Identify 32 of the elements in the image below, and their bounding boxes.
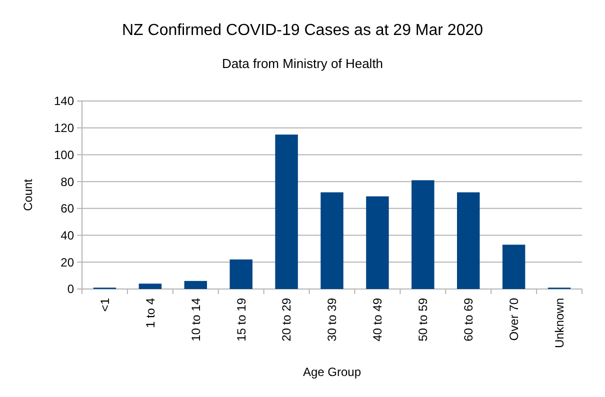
y-tick-label: 40 [60,228,74,242]
chart-title: NZ Confirmed COVID-19 Cases as at 29 Mar 2020 [122,22,484,39]
bar [184,280,207,289]
bar [457,192,480,289]
y-tick-label: 120 [54,121,74,136]
y-tick-label: 0 [67,282,74,296]
x-axis-title: Age Group [302,365,362,379]
x-tick-label: <1 [98,298,112,312]
x-tick-label: 60 to 69 [462,298,476,342]
bar [366,196,389,289]
x-tick-label: 50 to 59 [416,298,430,342]
bar [275,134,298,289]
x-tick-label: Unknown [552,298,566,348]
bar [138,284,162,289]
bar [412,180,434,289]
y-tick-label: 20 [60,255,74,270]
x-tick-label: 1 to 4 [143,298,158,328]
y-tick-label: 60 [60,202,74,216]
x-tick-label: 20 to 29 [280,298,294,342]
y-tick-label: 140 [54,94,74,108]
x-tick-label: Over 70 [507,298,522,341]
bar [230,259,252,289]
x-tick-label: 15 to 19 [234,298,248,342]
bar [320,192,344,289]
y-tick-label: 80 [60,174,74,189]
y-tick-label: 100 [54,148,74,162]
bar [502,244,526,289]
chart-subtitle: Data from Ministry of Health [222,56,384,71]
y-axis-title: Count [21,178,35,212]
x-tick-label: 10 to 14 [188,298,203,342]
x-tick-label: 40 to 49 [370,298,385,342]
x-tick-label: 30 to 39 [325,298,340,342]
